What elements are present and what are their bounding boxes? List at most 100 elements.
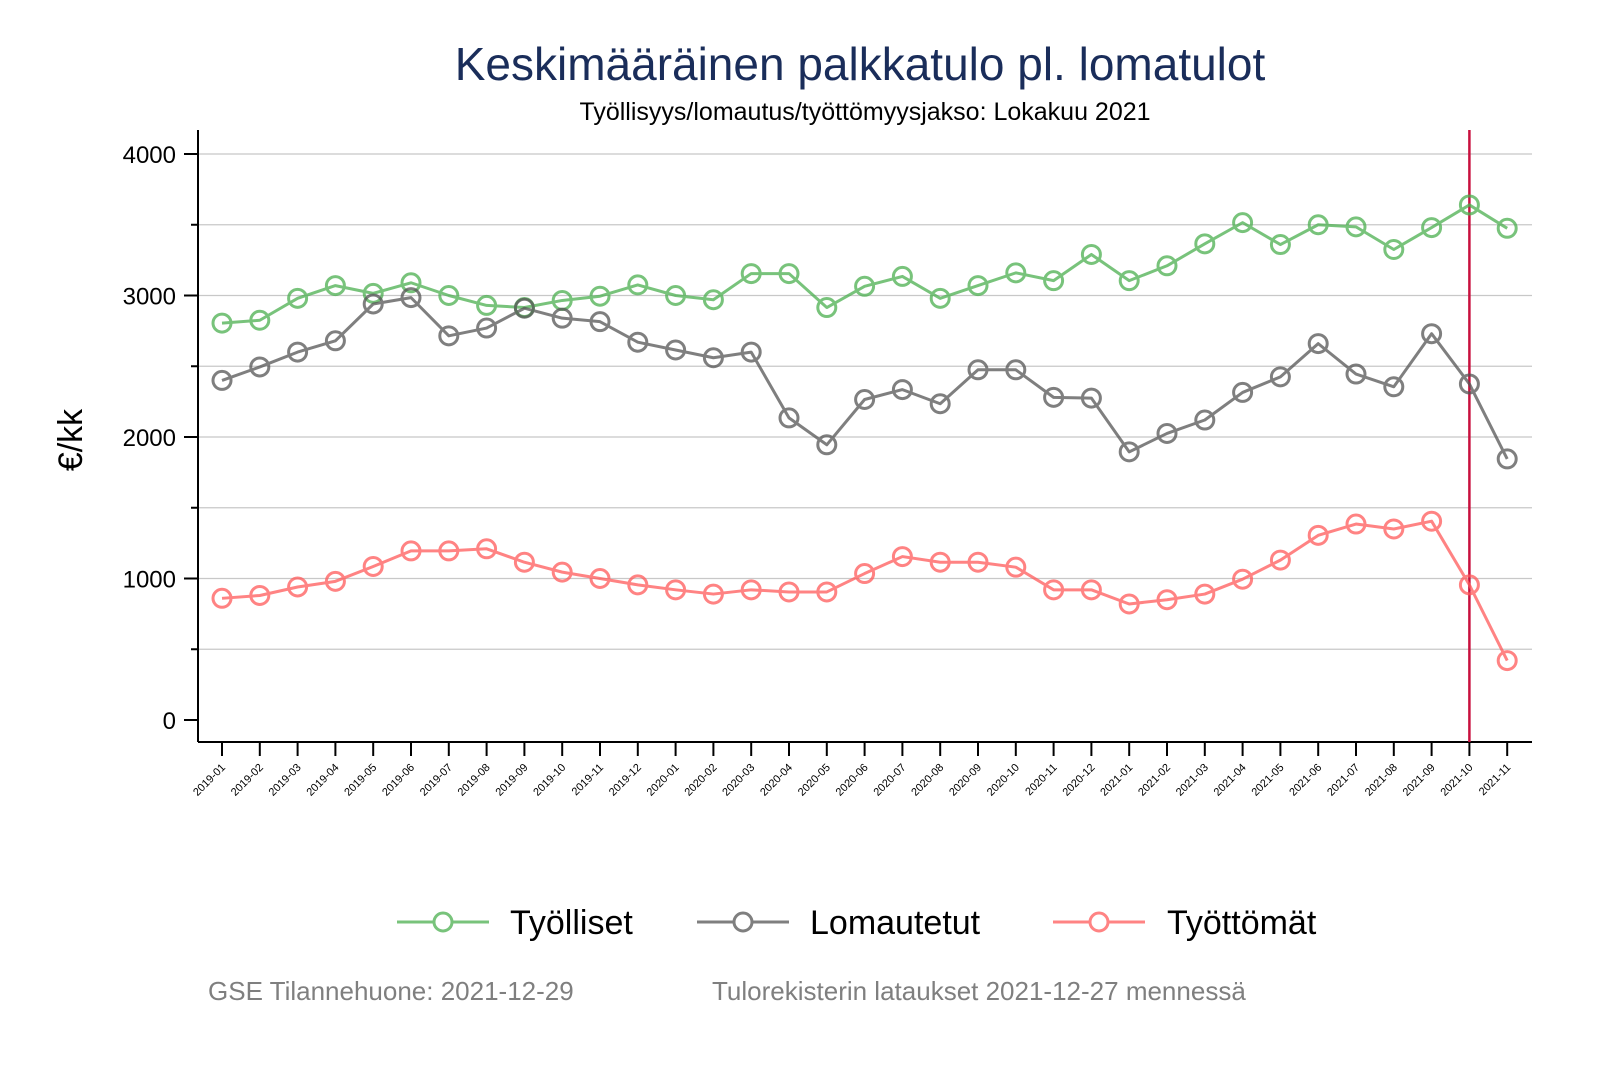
- data-point: [967, 275, 989, 297]
- data-point: [1269, 366, 1291, 388]
- data-point: [702, 289, 724, 311]
- data-point: [854, 563, 876, 585]
- data-point: [1232, 381, 1254, 403]
- data-point: [1194, 233, 1216, 255]
- data-point: [362, 555, 384, 577]
- data-point: [702, 347, 724, 369]
- legend-item: Työttömät: [1053, 904, 1317, 942]
- data-point: [324, 330, 346, 352]
- data-point: [891, 265, 913, 287]
- data-point: [1307, 214, 1329, 236]
- footer-right-note: Tulorekisterin lataukset 2021-12-27 menn…: [712, 976, 1246, 1006]
- data-point: [400, 272, 422, 294]
- footer-left-note: GSE Tilannehuone: 2021-12-29: [208, 976, 574, 1006]
- series-työttömät: [211, 510, 1518, 672]
- data-point: [589, 285, 611, 307]
- chart-title: Keskimääräinen palkkatulo pl. lomatulot: [455, 38, 1266, 90]
- y-axis: 0 1000 2000 3000 4000: [123, 130, 199, 742]
- x-tick-label: 2021-05: [1249, 762, 1286, 799]
- x-tick-label: 2019-07: [418, 762, 455, 799]
- data-point: [1043, 270, 1065, 292]
- data-point: [476, 538, 498, 560]
- x-tick-label: 2019-04: [304, 762, 341, 799]
- x-tick-label: 2019-06: [380, 762, 417, 799]
- y-tick-label: 1000: [123, 567, 176, 594]
- data-point: [665, 579, 687, 601]
- data-point: [551, 561, 573, 583]
- data-point: [740, 341, 762, 363]
- legend-item: Lomautetut: [697, 904, 981, 942]
- legend-label: Lomautetut: [810, 904, 981, 942]
- data-point: [627, 274, 649, 296]
- data-point: [513, 551, 535, 573]
- data-point: [1156, 589, 1178, 611]
- legend-label: Työttömät: [1167, 904, 1317, 942]
- x-tick-label: 2020-01: [645, 762, 682, 799]
- x-tick-label: 2020-04: [758, 762, 795, 799]
- data-point: [287, 287, 309, 309]
- data-point: [362, 282, 384, 304]
- x-tick-label: 2019-12: [607, 762, 644, 799]
- data-point: [1345, 216, 1367, 238]
- y-axis-label: €/kk: [52, 408, 90, 471]
- data-point: [929, 393, 951, 415]
- x-tick-label: 2020-02: [682, 762, 719, 799]
- data-point: [1307, 524, 1329, 546]
- x-tick-label: 2019-01: [191, 762, 228, 799]
- data-point: [1005, 262, 1027, 284]
- x-tick-label: 2020-06: [834, 762, 871, 799]
- legend-swatch: [697, 911, 789, 933]
- x-tick-label: 2019-02: [229, 762, 266, 799]
- x-tick-label: 2021-03: [1174, 762, 1211, 799]
- x-tick-label: 2019-08: [456, 762, 493, 799]
- data-point: [551, 307, 573, 329]
- data-point: [1345, 513, 1367, 535]
- legend-swatch: [397, 911, 489, 933]
- data-point: [287, 341, 309, 363]
- data-point: [476, 294, 498, 316]
- legend-label: Työlliset: [510, 904, 633, 942]
- legend: Työlliset Lomautetut Työttömät: [397, 904, 1317, 942]
- x-tick-label: 2021-11: [1477, 762, 1513, 798]
- data-point: [967, 359, 989, 381]
- data-point: [816, 297, 838, 319]
- x-tick-label: 2019-10: [531, 762, 568, 799]
- data-point: [1118, 593, 1140, 615]
- data-point: [1496, 448, 1518, 470]
- data-point: [1458, 194, 1480, 216]
- data-point: [891, 546, 913, 568]
- x-tick-label: 2021-07: [1325, 762, 1362, 799]
- data-point: [249, 309, 271, 331]
- data-point: [854, 275, 876, 297]
- data-point: [324, 275, 346, 297]
- x-tick-label: 2021-06: [1287, 762, 1324, 799]
- series-line: [221, 519, 1509, 662]
- data-point: [1080, 387, 1102, 409]
- series-line: [221, 203, 1508, 325]
- series-lomautetut: [211, 287, 1518, 470]
- data-point: [627, 331, 649, 353]
- data-point: [778, 263, 800, 285]
- data-point: [1383, 376, 1405, 398]
- data-point: [665, 285, 687, 306]
- data-point: [589, 311, 611, 333]
- x-tick-label: 2019-09: [493, 762, 530, 799]
- data-point: [1080, 579, 1102, 601]
- data-point: [740, 579, 762, 601]
- data-point: [1421, 510, 1443, 532]
- x-tick-label: 2021-08: [1363, 762, 1400, 799]
- legend-item: Työlliset: [397, 904, 633, 942]
- data-point: [1043, 386, 1065, 408]
- x-tick-label: 2020-07: [871, 762, 908, 799]
- x-tick-label: 2020-12: [1060, 762, 1097, 799]
- data-point: [287, 576, 309, 598]
- data-point: [816, 581, 838, 603]
- series-työlliset: [211, 194, 1518, 334]
- data-point: [1307, 333, 1329, 355]
- series-group: [211, 194, 1518, 672]
- data-point: [1421, 217, 1443, 239]
- data-point: [589, 568, 611, 589]
- x-tick-label: 2021-04: [1212, 762, 1249, 799]
- x-tick-label: 2020-03: [720, 762, 757, 799]
- x-tick-label: 2021-01: [1098, 762, 1135, 799]
